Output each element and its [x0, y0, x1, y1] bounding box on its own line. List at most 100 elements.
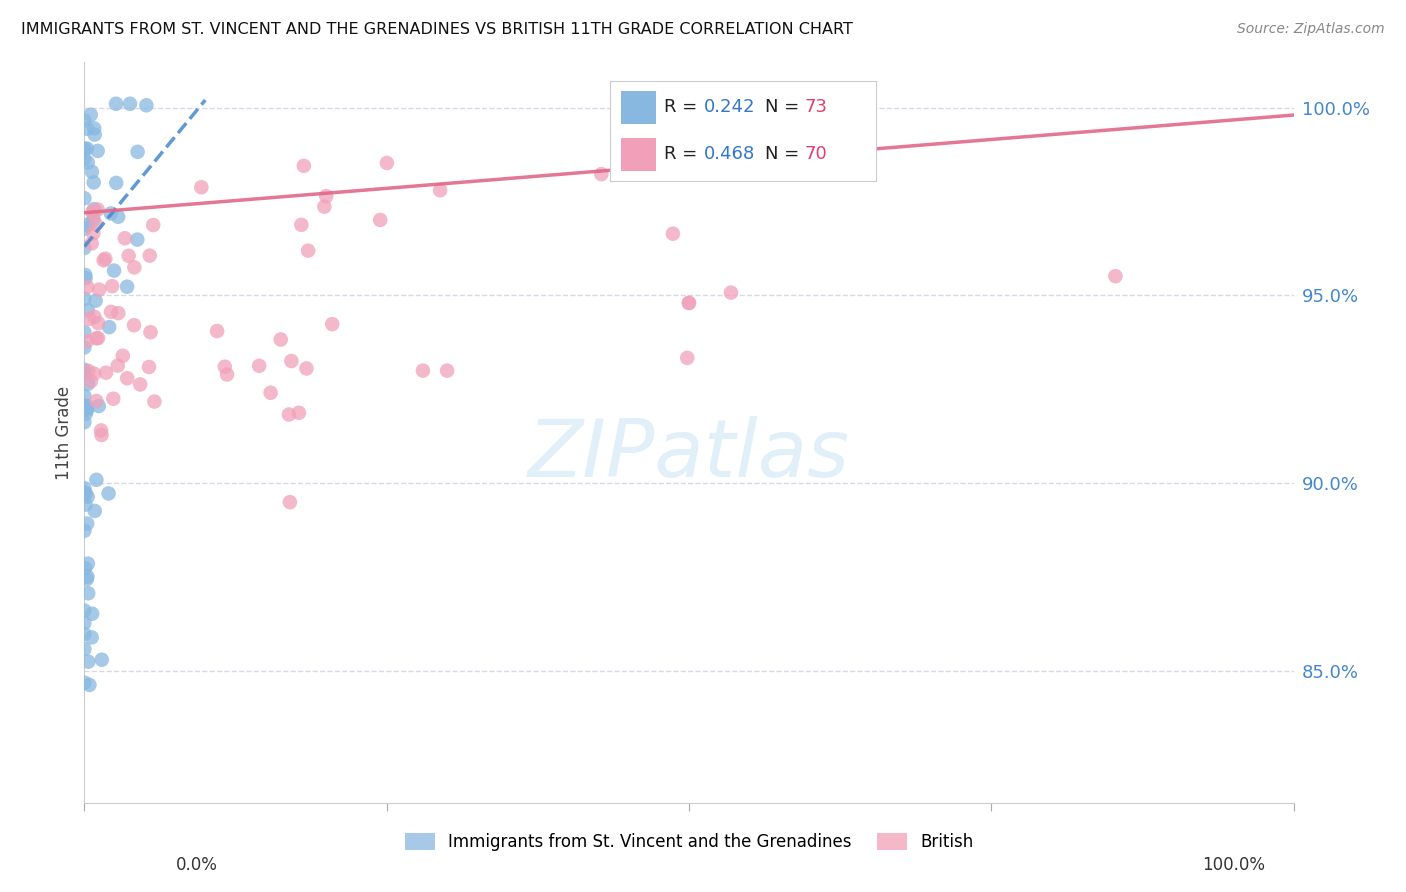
Point: [76, 218, 98, 232]
Point: [76, 121, 98, 136]
Point: [247, 359, 270, 373]
Point: [375, 156, 398, 170]
Point: [76, 572, 98, 586]
Point: [73, 615, 96, 630]
Point: [676, 351, 699, 365]
Point: [278, 495, 301, 509]
Point: [83, 367, 105, 381]
Point: [83, 176, 105, 190]
Point: [73, 325, 96, 339]
Text: ZIPatlas: ZIPatlas: [527, 416, 851, 494]
Point: [295, 361, 318, 376]
Point: [277, 408, 299, 422]
Point: [82, 207, 104, 221]
Point: [73, 142, 96, 156]
Point: [73, 481, 96, 495]
Point: [86, 473, 108, 487]
Point: [80, 631, 103, 645]
Point: [86, 394, 108, 409]
Point: [678, 296, 700, 310]
Point: [135, 98, 157, 112]
Point: [1104, 269, 1126, 284]
Point: [127, 233, 149, 247]
Point: [87, 331, 110, 345]
Point: [720, 285, 742, 300]
Point: [82, 212, 104, 227]
Point: [139, 325, 162, 339]
Point: [82, 204, 104, 219]
Point: [143, 394, 166, 409]
Point: [73, 561, 96, 575]
Point: [73, 675, 96, 690]
Point: [138, 359, 160, 374]
Point: [215, 368, 238, 382]
Point: [76, 376, 98, 391]
Point: [94, 366, 117, 380]
Text: 0.0%: 0.0%: [176, 855, 218, 873]
Point: [76, 334, 98, 348]
Point: [77, 303, 100, 318]
Point: [76, 401, 98, 416]
Point: [98, 320, 121, 334]
Point: [107, 306, 129, 320]
Point: [114, 231, 136, 245]
Point: [73, 485, 96, 500]
Point: [314, 200, 336, 214]
Point: [436, 363, 458, 377]
Point: [105, 96, 128, 111]
Point: [83, 128, 105, 142]
Point: [73, 241, 96, 255]
Point: [100, 206, 122, 220]
Point: [80, 165, 103, 179]
Point: [82, 607, 104, 621]
Point: [662, 227, 685, 241]
Point: [118, 96, 141, 111]
Point: [76, 402, 98, 417]
Point: [97, 486, 120, 500]
Text: IMMIGRANTS FROM ST. VINCENT AND THE GRENADINES VS BRITISH 11TH GRADE CORRELATION: IMMIGRANTS FROM ST. VINCENT AND THE GREN…: [21, 22, 853, 37]
Point: [80, 374, 103, 388]
Point: [115, 371, 138, 385]
Point: [73, 113, 96, 128]
Point: [73, 642, 96, 657]
Point: [115, 279, 138, 293]
Point: [270, 333, 292, 347]
Point: [77, 655, 100, 669]
Point: [90, 428, 112, 442]
Point: [214, 359, 236, 374]
Point: [76, 490, 98, 504]
Point: [86, 331, 108, 345]
Point: [73, 603, 96, 617]
Point: [73, 143, 96, 157]
Point: [107, 210, 129, 224]
Point: [83, 504, 105, 518]
Point: [117, 249, 139, 263]
Point: [76, 142, 98, 156]
Point: [73, 292, 96, 306]
Point: [290, 218, 312, 232]
Point: [122, 318, 145, 333]
Point: [129, 377, 152, 392]
Point: [100, 305, 122, 319]
Point: [73, 415, 96, 429]
Point: [103, 263, 125, 277]
Point: [75, 271, 97, 285]
Point: [111, 349, 134, 363]
Point: [90, 424, 112, 438]
Point: [429, 183, 451, 197]
Point: [76, 280, 98, 294]
Point: [297, 244, 319, 258]
Point: [105, 176, 128, 190]
Point: [103, 392, 125, 406]
Point: [75, 268, 97, 282]
Point: [76, 569, 98, 583]
Point: [127, 145, 149, 159]
Point: [75, 407, 97, 421]
Point: [678, 296, 700, 310]
Point: [76, 399, 98, 413]
Point: [89, 283, 111, 297]
Point: [280, 354, 302, 368]
Point: [190, 180, 212, 194]
Point: [368, 213, 391, 227]
Point: [73, 366, 96, 380]
